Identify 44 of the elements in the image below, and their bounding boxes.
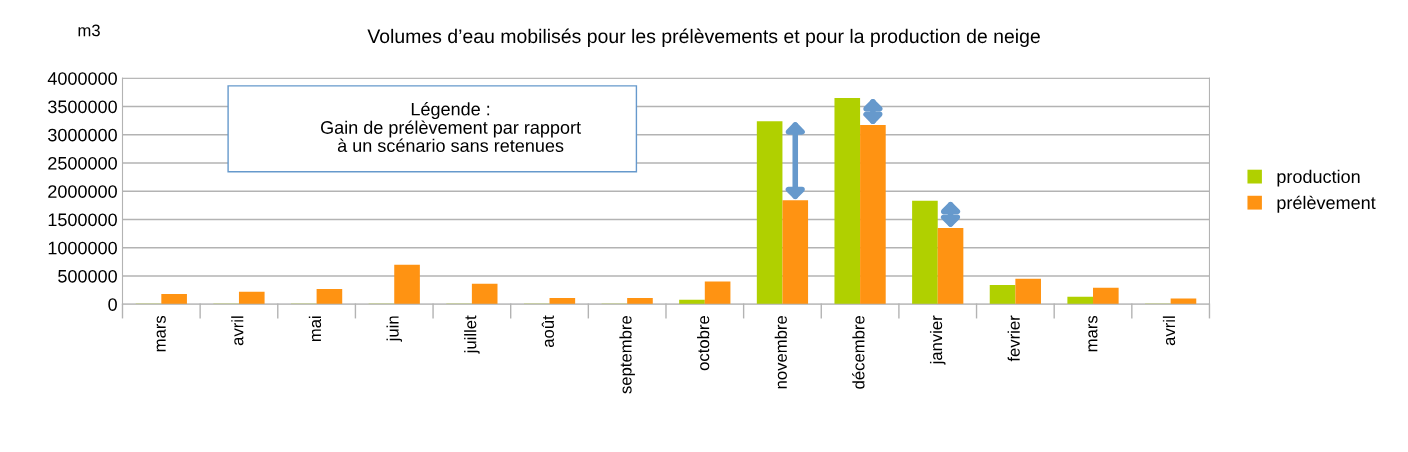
x-tick-label: janvier (929, 315, 946, 365)
y-tick-label: 0 (108, 298, 117, 311)
x-tick-label: septembre (619, 316, 635, 394)
x-tick-label: avril (231, 316, 244, 346)
bar (161, 294, 187, 305)
y-tick-label: 2500000 (48, 156, 117, 170)
bar (1093, 287, 1119, 305)
x-tick-label: octobre (697, 316, 710, 371)
y-tick-label: 500000 (58, 269, 117, 283)
chart-title: Volumes d’eau mobilisés pour les prélèvements et pour la production de neige (367, 28, 1040, 47)
bar (627, 297, 653, 305)
bar (756, 121, 783, 305)
bar (989, 284, 1016, 305)
y-axis-title: m3 (78, 24, 100, 37)
y-tick-label: 3500000 (48, 100, 117, 114)
legend-label: prélèvement (1277, 195, 1376, 213)
bar (834, 97, 861, 305)
bar (912, 200, 938, 305)
bar (679, 299, 705, 305)
y-tick-label: 1500000 (48, 213, 117, 227)
bar (238, 291, 265, 305)
legend-label: production (1277, 169, 1360, 187)
y-tick-label: 1000000 (48, 241, 117, 255)
bar (471, 283, 498, 305)
x-tick-label: décembre (852, 316, 865, 389)
x-tick-label: novembre (774, 316, 787, 389)
y-tick-label: 2000000 (48, 185, 117, 198)
x-tick-label: juin (386, 316, 403, 342)
x-tick-label: avril (1162, 316, 1176, 346)
x-tick-label: mars (156, 315, 166, 352)
bar (704, 281, 731, 305)
x-tick-label: mars (1088, 315, 1098, 352)
bar (549, 297, 576, 305)
annotation: Légende : Gain de prélèvement par rapport à un scénario sans retenues (321, 102, 581, 153)
y-tick-label: 4000000 (47, 72, 117, 85)
x-tick-label: fevrier (1007, 315, 1020, 362)
bar (316, 288, 343, 305)
x-tick-label: mai (308, 316, 322, 342)
bar (394, 264, 420, 305)
x-tick-label: juillet (464, 315, 480, 354)
bar (1067, 296, 1094, 305)
bar (1015, 278, 1041, 305)
x-tick-label: août (541, 315, 554, 348)
y-tick-label: 3000000 (48, 128, 117, 142)
